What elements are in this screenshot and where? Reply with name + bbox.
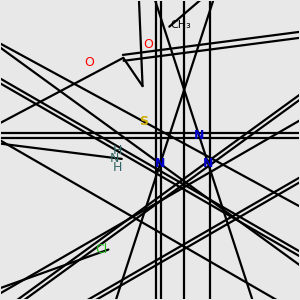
Text: H: H bbox=[112, 161, 122, 174]
Text: H: H bbox=[112, 143, 122, 157]
Text: N: N bbox=[203, 157, 213, 170]
Text: O: O bbox=[144, 38, 154, 51]
Text: S: S bbox=[140, 115, 148, 128]
Text: CH₃: CH₃ bbox=[170, 20, 191, 30]
Text: O: O bbox=[84, 56, 94, 69]
Text: Cl: Cl bbox=[95, 243, 107, 256]
Text: N: N bbox=[194, 129, 204, 142]
Text: N: N bbox=[110, 152, 119, 165]
Text: N: N bbox=[155, 157, 165, 170]
